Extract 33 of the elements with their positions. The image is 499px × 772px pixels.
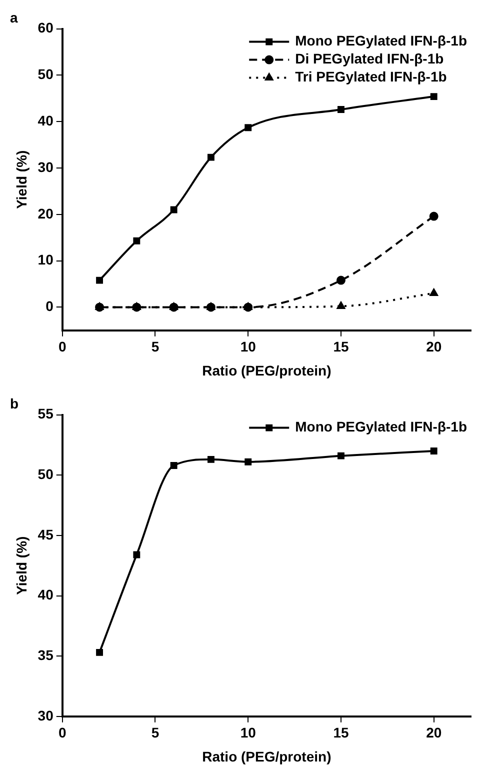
- legend-label: Mono PEGylated IFN-β-1b: [295, 418, 468, 435]
- y-tick-label: 55: [38, 406, 54, 422]
- x-axis-title: Ratio (PEG/protein): [202, 748, 332, 764]
- y-tick-label: 35: [38, 646, 54, 663]
- x-tick-label: 10: [240, 724, 256, 741]
- x-tick-label: 5: [151, 338, 160, 355]
- y-tick-label: 0: [46, 298, 54, 314]
- y-tick-label: 45: [38, 526, 54, 542]
- y-tick-label: 60: [38, 20, 54, 36]
- legend-label: Di PEGylated IFN-β-1b: [295, 50, 444, 67]
- chart-title: a: [10, 9, 18, 26]
- y-tick-label: 10: [38, 252, 54, 268]
- y-axis-title: Yield (%): [13, 150, 30, 209]
- y-tick-label: 20: [38, 205, 54, 222]
- x-tick-label: 20: [426, 338, 442, 355]
- x-axis-title: Ratio (PEG/protein): [202, 362, 332, 378]
- x-tick-label: 0: [58, 338, 66, 355]
- y-axis-title: Yield (%): [13, 536, 30, 595]
- y-tick-label: 30: [38, 158, 54, 175]
- y-tick-label: 30: [38, 707, 54, 724]
- x-tick-label: 0: [58, 724, 66, 741]
- x-tick-label: 5: [151, 724, 160, 741]
- chart-title: b: [10, 395, 19, 412]
- y-tick-label: 50: [38, 66, 54, 82]
- legend-label: Mono PEGylated IFN-β-1b: [295, 32, 468, 49]
- x-tick-label: 20: [426, 724, 442, 741]
- y-tick-label: 50: [38, 466, 54, 482]
- x-tick-label: 15: [333, 338, 349, 355]
- legend-label: Tri PEGylated IFN-β-1b: [295, 68, 447, 85]
- x-tick-label: 10: [240, 338, 256, 355]
- y-tick-label: 40: [38, 586, 54, 603]
- y-tick-label: 40: [38, 112, 54, 128]
- x-tick-label: 15: [333, 724, 349, 741]
